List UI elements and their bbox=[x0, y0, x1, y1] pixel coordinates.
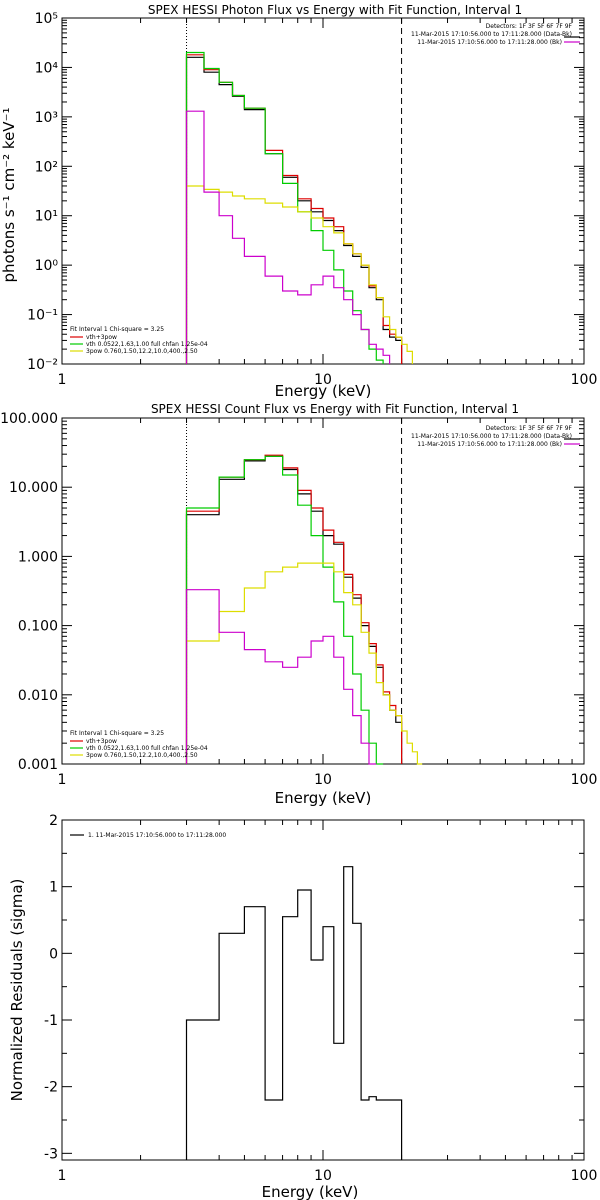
residuals-ylabel: Normalized Residuals (sigma) bbox=[8, 879, 26, 1102]
count-flux-y-tick-label: 0.100 bbox=[18, 619, 58, 635]
count-flux-x-tick-label: 1 bbox=[58, 772, 67, 788]
photon-flux-xlabel: Energy (keV) bbox=[275, 382, 372, 400]
count-flux-xlabel: Energy (keV) bbox=[275, 789, 372, 807]
photon-flux-y-tick-label: 10⁻² bbox=[27, 357, 58, 373]
photon-flux-legend-3pow: 3pow 0.760,1.50,12.2,10.0,400.,2.50 bbox=[86, 348, 198, 355]
count-flux-legend-detectors: Detectors: 1F 3F 5F 6F 7F 9F bbox=[486, 425, 573, 432]
photon-flux-panel: SPEX HESSI Photon Flux vs Energy with Fi… bbox=[0, 3, 597, 400]
residuals-y-tick-label: 2 bbox=[49, 813, 58, 829]
residuals-y-tick-label: -2 bbox=[44, 1080, 58, 1096]
count-flux-fit-info: Fit Interval 1 Chi-square = 3.25 bbox=[70, 730, 164, 737]
count-flux-legend-vth3pow: vth+3pow bbox=[86, 738, 117, 745]
photon-flux-x-tick-label: 1 bbox=[58, 372, 67, 388]
photon-flux-series-vth bbox=[185, 51, 384, 364]
count-flux-legend-3pow: 3pow 0.760,1.50,12.2,10.0,400.,2.50 bbox=[86, 752, 198, 759]
residuals-xlabel: Energy (keV) bbox=[262, 1183, 359, 1200]
photon-flux-y-tick-label: 10⁰ bbox=[35, 258, 59, 274]
residuals-x-tick-label: 100 bbox=[571, 1168, 598, 1184]
count-flux-ticks: 1 10 100 0.001 0.010 0.100 1.000 10.000 100.000 bbox=[0, 411, 597, 788]
photon-flux-x-tick-label: 10 bbox=[314, 372, 332, 388]
residuals-series-1-11-mar-2015-17-10-56-000-to-17-11-28-000 bbox=[185, 866, 403, 1160]
residuals-y-tick-label: 1 bbox=[49, 880, 58, 896]
count-flux-y-tick-label: 10.000 bbox=[9, 480, 58, 496]
photon-flux-y-tick-label: 10⁴ bbox=[35, 60, 59, 76]
count-flux-legend-databk: 11-Mar-2015 17:10:56.000 to 17:11:28.000… bbox=[411, 433, 572, 440]
photon-flux-legend-vth3pow: vth+3pow bbox=[86, 334, 117, 341]
count-flux-series-bk bbox=[185, 589, 377, 765]
residuals-series bbox=[185, 866, 403, 1160]
count-flux-series bbox=[185, 454, 423, 765]
residuals-y-tick-label: -3 bbox=[44, 1146, 58, 1162]
photon-flux-ylabel: photons s⁻¹ cm⁻² keV⁻¹ bbox=[0, 108, 18, 283]
photon-flux-legend-right: Detectors: 1F 3F 5F 6F 7F 9F 11-Mar-2015… bbox=[411, 23, 580, 46]
photon-flux-fit-info: Fit Interval 1 Chi-square = 3.25 bbox=[70, 326, 164, 333]
residuals-y-tick-label: 0 bbox=[49, 946, 58, 962]
count-flux-x-tick-label: 100 bbox=[571, 772, 598, 788]
photon-flux-title: SPEX HESSI Photon Flux vs Energy with Fi… bbox=[148, 3, 522, 17]
photon-flux-y-tick-label: 10¹ bbox=[35, 209, 58, 225]
photon-flux-y-tick-label: 10⁵ bbox=[35, 11, 58, 27]
count-flux-legend-right: Detectors: 1F 3F 5F 6F 7F 9F 11-Mar-2015… bbox=[411, 425, 580, 448]
count-flux-legend-bk: 11-Mar-2015 17:10:56.000 to 17:11:28.000… bbox=[417, 441, 562, 448]
photon-flux-series-bk bbox=[185, 110, 391, 364]
residuals-x-tick-label: 1 bbox=[58, 1168, 67, 1184]
photon-flux-y-tick-label: 10⁻¹ bbox=[27, 308, 58, 324]
count-flux-y-tick-label: 1.000 bbox=[18, 549, 58, 565]
count-flux-legend-left: Fit Interval 1 Chi-square = 3.25 vth+3po… bbox=[70, 730, 208, 759]
count-flux-panel: SPEX HESSI Count Flux vs Energy with Fit… bbox=[0, 402, 597, 807]
photon-flux-y-tick-label: 10³ bbox=[35, 110, 58, 126]
residuals-legend-label: 1. 11-Mar-2015 17:10:56.000 to 17:11:28.… bbox=[88, 832, 226, 839]
residuals-plot-frame bbox=[61, 819, 585, 1161]
residuals-x-tick-label: 10 bbox=[314, 1168, 332, 1184]
count-flux-series-vth bbox=[185, 455, 384, 765]
photon-flux-legend-bk: 11-Mar-2015 17:10:56.000 to 17:11:28.000… bbox=[417, 39, 562, 46]
residuals-ticks: 1 10 100 -3 -2 -1 0 1 2 bbox=[44, 813, 597, 1184]
count-flux-y-tick-label: 100.000 bbox=[0, 411, 58, 427]
residuals-panel: 1 10 100 -3 -2 -1 0 1 2 Energy (keV) Normalized … bbox=[8, 813, 597, 1200]
photon-flux-legend-left: Fit Interval 1 Chi-square = 3.25 vth+3po… bbox=[70, 326, 208, 355]
residuals-legend: 1. 11-Mar-2015 17:10:56.000 to 17:11:28.… bbox=[70, 832, 226, 839]
photon-flux-x-tick-label: 100 bbox=[571, 372, 598, 388]
count-flux-plot-frame bbox=[61, 417, 585, 765]
count-flux-y-tick-label: 0.001 bbox=[18, 757, 58, 773]
count-flux-title: SPEX HESSI Count Flux vs Energy with Fit… bbox=[151, 402, 519, 416]
count-flux-legend-vth: vth 0.0522,1.63,1.00 full chfan 1.25e-04 bbox=[86, 745, 208, 752]
photon-flux-ticks: 1 10 100 10⁻² 10⁻¹ 10⁰ 10¹ 10² 10³ 10⁴ 10⁵ bbox=[27, 11, 597, 388]
residuals-y-tick-label: -1 bbox=[44, 1013, 58, 1029]
photon-flux-legend-detectors: Detectors: 1F 3F 5F 6F 7F 9F bbox=[486, 23, 573, 30]
photon-flux-legend-databk: 11-Mar-2015 17:10:56.000 to 17:11:28.000… bbox=[411, 31, 572, 38]
photon-flux-series-3pow bbox=[185, 185, 413, 364]
photon-flux-legend-vth: vth 0.0522,1.63,1.00 full chfan 1.25e-04 bbox=[86, 341, 208, 348]
photon-flux-y-tick-label: 10² bbox=[35, 159, 58, 175]
photon-flux-plot-frame bbox=[61, 17, 585, 365]
count-flux-series-3pow bbox=[185, 562, 423, 765]
count-flux-y-tick-label: 0.010 bbox=[18, 688, 58, 704]
count-flux-x-tick-label: 10 bbox=[314, 772, 332, 788]
photon-flux-series bbox=[185, 51, 413, 364]
